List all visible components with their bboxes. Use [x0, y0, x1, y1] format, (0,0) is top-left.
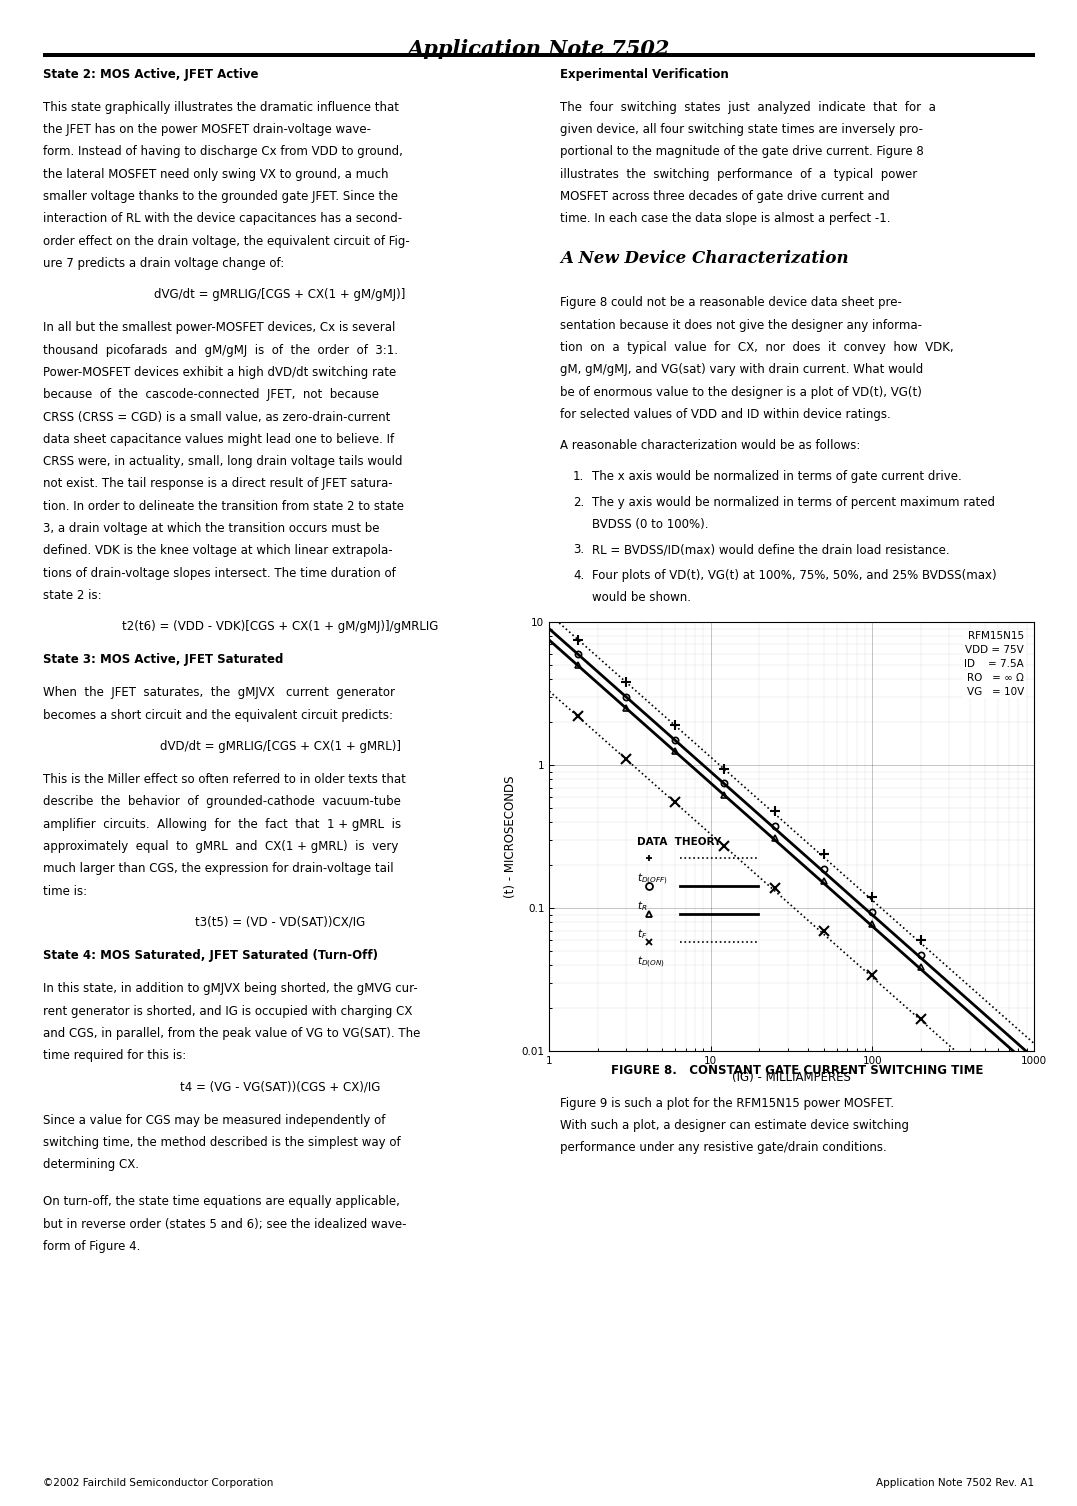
Text: tion. In order to delineate the transition from state 2 to state: tion. In order to delineate the transiti… [43, 500, 404, 512]
Text: illustrates  the  switching  performance  of  a  typical  power: illustrates the switching performance of… [560, 167, 918, 181]
Text: amplifier  circuits.  Allowing  for  the  fact  that  1 + gMRL  is: amplifier circuits. Allowing for the fac… [43, 818, 402, 831]
Text: smaller voltage thanks to the grounded gate JFET. Since the: smaller voltage thanks to the grounded g… [43, 190, 398, 203]
Text: ©2002 Fairchild Semiconductor Corporation: ©2002 Fairchild Semiconductor Corporatio… [43, 1477, 274, 1488]
Text: Since a value for CGS may be measured independently of: Since a value for CGS may be measured in… [43, 1113, 386, 1126]
Text: describe  the  behavior  of  grounded-cathode  vacuum-tube: describe the behavior of grounded-cathod… [43, 795, 401, 809]
Text: time is:: time is: [43, 884, 87, 898]
Text: time. In each case the data slope is almost a perfect -1.: time. In each case the data slope is alm… [560, 212, 891, 226]
Text: determining CX.: determining CX. [43, 1158, 139, 1172]
Text: switching time, the method described is the simplest way of: switching time, the method described is … [43, 1136, 401, 1149]
Text: t2(t6) = (VDD - VDK)[CGS + CX(1 + gM/gMJ)]/gMRLIG: t2(t6) = (VDD - VDK)[CGS + CX(1 + gM/gMJ… [122, 620, 438, 633]
Text: tion  on  a  typical  value  for  CX,  nor  does  it  convey  how  VDK,: tion on a typical value for CX, nor does… [560, 340, 953, 354]
Text: sentation because it does not give the designer any informa-: sentation because it does not give the d… [560, 319, 922, 331]
Y-axis label: (t) - MICROSECONDS: (t) - MICROSECONDS [504, 776, 517, 898]
Text: $t_{D(ON)}$: $t_{D(ON)}$ [637, 955, 665, 970]
Text: $t_F$: $t_F$ [637, 928, 647, 941]
Text: thousand  picofarads  and  gM/gMJ  is  of  the  order  of  3:1.: thousand picofarads and gM/gMJ is of the… [43, 343, 398, 357]
Text: be of enormous value to the designer is a plot of VD(t), VG(t): be of enormous value to the designer is … [560, 386, 922, 399]
Text: Figure 9 is such a plot for the RFM15N15 power MOSFET.: Figure 9 is such a plot for the RFM15N15… [560, 1096, 894, 1110]
Text: $t_{D(OFF)}$: $t_{D(OFF)}$ [637, 872, 668, 887]
Text: t4 = (VG - VG(SAT))(CGS + CX)/IG: t4 = (VG - VG(SAT))(CGS + CX)/IG [180, 1080, 380, 1093]
Text: given device, all four switching state times are inversely pro-: given device, all four switching state t… [560, 123, 923, 136]
Text: The y axis would be normalized in terms of percent maximum rated: The y axis would be normalized in terms … [592, 495, 995, 509]
Text: rent generator is shorted, and IG is occupied with charging CX: rent generator is shorted, and IG is occ… [43, 1005, 412, 1018]
Text: order effect on the drain voltage, the equivalent circuit of Fig-: order effect on the drain voltage, the e… [43, 235, 410, 247]
Text: In all but the smallest power-MOSFET devices, Cx is several: In all but the smallest power-MOSFET dev… [43, 321, 395, 334]
Text: RL = BVDSS/ID(max) would define the drain load resistance.: RL = BVDSS/ID(max) would define the drai… [592, 544, 950, 556]
X-axis label: (IG) - MILLIAMPERES: (IG) - MILLIAMPERES [732, 1071, 851, 1083]
Text: The  four  switching  states  just  analyzed  indicate  that  for  a: The four switching states just analyzed … [560, 101, 936, 114]
Text: RFM15N15
VDD = 75V
ID    = 7.5A
RO   = ∞ Ω
VG   = 10V: RFM15N15 VDD = 75V ID = 7.5A RO = ∞ Ω VG… [965, 631, 1024, 697]
Text: $t_R$: $t_R$ [637, 899, 647, 913]
Text: Four plots of VD(t), VG(t) at 100%, 75%, 50%, and 25% BVDSS(max): Four plots of VD(t), VG(t) at 100%, 75%,… [592, 569, 997, 581]
Text: would be shown.: would be shown. [592, 590, 691, 604]
Text: dVG/dt = gMRLIG/[CGS + CX(1 + gM/gMJ)]: dVG/dt = gMRLIG/[CGS + CX(1 + gM/gMJ)] [154, 288, 406, 301]
Text: data sheet capacitance values might lead one to believe. If: data sheet capacitance values might lead… [43, 432, 394, 446]
Text: FIGURE 8.   CONSTANT GATE CURRENT SWITCHING TIME: FIGURE 8. CONSTANT GATE CURRENT SWITCHIN… [611, 1063, 983, 1077]
Text: The x axis would be normalized in terms of gate current drive.: The x axis would be normalized in terms … [592, 470, 962, 483]
Text: When  the  JFET  saturates,  the  gMJVX   current  generator: When the JFET saturates, the gMJVX curre… [43, 687, 395, 699]
Text: With such a plot, a designer can estimate device switching: With such a plot, a designer can estimat… [560, 1119, 909, 1133]
Text: CRSS were, in actuality, small, long drain voltage tails would: CRSS were, in actuality, small, long dra… [43, 455, 403, 468]
Text: t3(t5) = (VD - VD(SAT))CX/IG: t3(t5) = (VD - VD(SAT))CX/IG [195, 916, 365, 929]
Text: A reasonable characterization would be as follows:: A reasonable characterization would be a… [560, 440, 861, 452]
Text: BVDSS (0 to 100%).: BVDSS (0 to 100%). [592, 518, 709, 532]
Text: 2.: 2. [573, 495, 584, 509]
Text: 4.: 4. [573, 569, 584, 581]
Text: On turn-off, the state time equations are equally applicable,: On turn-off, the state time equations ar… [43, 1196, 400, 1208]
Text: defined. VDK is the knee voltage at which linear extrapola-: defined. VDK is the knee voltage at whic… [43, 544, 393, 557]
Text: time required for this is:: time required for this is: [43, 1050, 186, 1062]
Text: CRSS (CRSS = CGD) is a small value, as zero-drain-current: CRSS (CRSS = CGD) is a small value, as z… [43, 411, 391, 423]
Text: becomes a short circuit and the equivalent circuit predicts:: becomes a short circuit and the equivale… [43, 709, 393, 721]
Text: Figure 8 could not be a reasonable device data sheet pre-: Figure 8 could not be a reasonable devic… [560, 297, 901, 309]
Text: MOSFET across three decades of gate drive current and: MOSFET across three decades of gate driv… [560, 190, 890, 203]
Text: portional to the magnitude of the gate drive current. Figure 8: portional to the magnitude of the gate d… [560, 146, 924, 158]
Text: State 3: MOS Active, JFET Saturated: State 3: MOS Active, JFET Saturated [43, 654, 283, 666]
Text: Application Note 7502 Rev. A1: Application Note 7502 Rev. A1 [876, 1477, 1034, 1488]
Text: form of Figure 4.: form of Figure 4. [43, 1239, 140, 1253]
Text: ure 7 predicts a drain voltage change of:: ure 7 predicts a drain voltage change of… [43, 258, 284, 270]
Text: Application Note 7502: Application Note 7502 [407, 39, 670, 59]
Text: much larger than CGS, the expression for drain-voltage tail: much larger than CGS, the expression for… [43, 863, 394, 875]
Text: This is the Miller effect so often referred to in older texts that: This is the Miller effect so often refer… [43, 773, 406, 786]
Text: gM, gM/gMJ, and VG(sat) vary with drain current. What would: gM, gM/gMJ, and VG(sat) vary with drain … [560, 363, 923, 376]
Text: approximately  equal  to  gMRL  and  CX(1 + gMRL)  is  very: approximately equal to gMRL and CX(1 + g… [43, 840, 398, 852]
Text: DATA  THEORY: DATA THEORY [637, 837, 721, 846]
Text: the JFET has on the power MOSFET drain-voltage wave-: the JFET has on the power MOSFET drain-v… [43, 123, 372, 136]
Text: the lateral MOSFET need only swing VX to ground, a much: the lateral MOSFET need only swing VX to… [43, 167, 389, 181]
Text: State 4: MOS Saturated, JFET Saturated (Turn-Off): State 4: MOS Saturated, JFET Saturated (… [43, 949, 378, 962]
Text: A New Device Characterization: A New Device Characterization [560, 250, 849, 267]
Text: dVD/dt = gMRLIG/[CGS + CX(1 + gMRL)]: dVD/dt = gMRLIG/[CGS + CX(1 + gMRL)] [159, 739, 401, 753]
Text: not exist. The tail response is a direct result of JFET satura-: not exist. The tail response is a direct… [43, 477, 393, 491]
Text: 3, a drain voltage at which the transition occurs must be: 3, a drain voltage at which the transiti… [43, 523, 379, 535]
Text: state 2 is:: state 2 is: [43, 589, 101, 602]
Text: and CGS, in parallel, from the peak value of VG to VG(SAT). The: and CGS, in parallel, from the peak valu… [43, 1027, 420, 1039]
Text: Experimental Verification: Experimental Verification [560, 68, 729, 81]
Text: tions of drain-voltage slopes intersect. The time duration of: tions of drain-voltage slopes intersect.… [43, 566, 396, 580]
Text: because  of  the  cascode-connected  JFET,  not  because: because of the cascode-connected JFET, n… [43, 389, 379, 401]
Text: In this state, in addition to gMJVX being shorted, the gMVG cur-: In this state, in addition to gMJVX bein… [43, 982, 418, 995]
Text: 3.: 3. [573, 544, 584, 556]
Text: This state graphically illustrates the dramatic influence that: This state graphically illustrates the d… [43, 101, 400, 114]
Text: State 2: MOS Active, JFET Active: State 2: MOS Active, JFET Active [43, 68, 258, 81]
Text: form. Instead of having to discharge Cx from VDD to ground,: form. Instead of having to discharge Cx … [43, 146, 403, 158]
Text: but in reverse order (states 5 and 6); see the idealized wave-: but in reverse order (states 5 and 6); s… [43, 1218, 407, 1230]
Text: interaction of RL with the device capacitances has a second-: interaction of RL with the device capaci… [43, 212, 402, 226]
Text: Power-MOSFET devices exhibit a high dVD/dt switching rate: Power-MOSFET devices exhibit a high dVD/… [43, 366, 396, 380]
Text: performance under any resistive gate/drain conditions.: performance under any resistive gate/dra… [560, 1142, 886, 1154]
Text: 1.: 1. [573, 470, 584, 483]
Text: for selected values of VDD and ID within device ratings.: for selected values of VDD and ID within… [560, 408, 891, 420]
